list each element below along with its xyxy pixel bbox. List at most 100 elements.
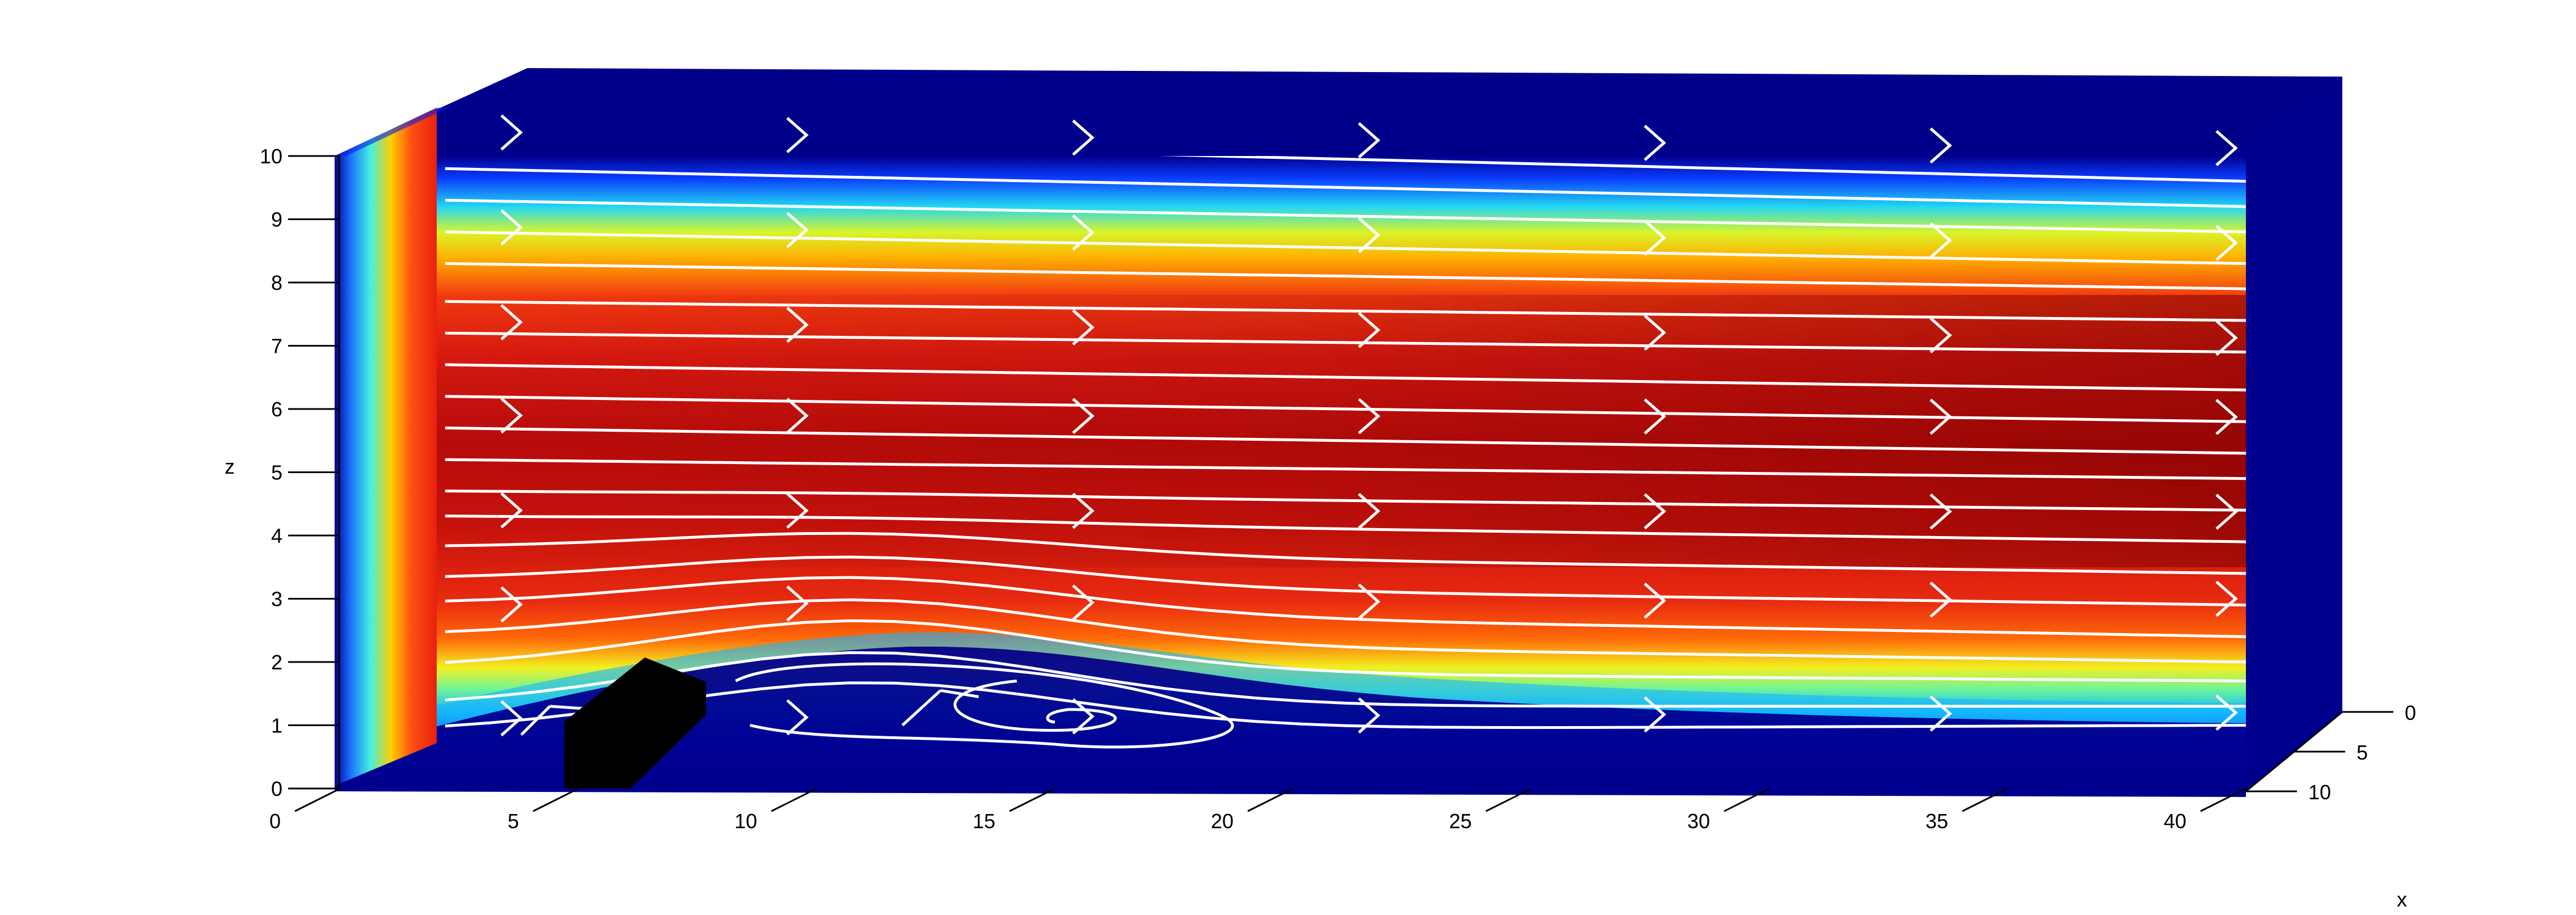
flow-arrow: [2215, 225, 2238, 262]
flow-arrow: [500, 397, 523, 434]
streamline: [445, 619, 2246, 682]
streamline: [445, 300, 2246, 322]
x-tick-label: 0: [269, 809, 281, 833]
streamline: [445, 262, 2246, 290]
x-tick-label: 40: [2164, 809, 2186, 833]
streamline: [445, 230, 2246, 265]
streamline: [445, 458, 2246, 480]
recirculation-zone: [520, 662, 1234, 749]
flow-arrow: [1358, 311, 1380, 348]
x-tick: [771, 787, 817, 812]
recirculation-streamline: [901, 689, 979, 727]
streamline: [445, 167, 2246, 208]
x-tick-label: 5: [508, 809, 519, 833]
streamline: [445, 395, 2246, 423]
flow-arrow: [1929, 317, 1952, 353]
x-tick: [1485, 787, 1532, 812]
flow-arrow: [1072, 119, 1095, 156]
flow-arrow: [1358, 493, 1380, 529]
streamline: [445, 331, 2246, 354]
streamline: [445, 426, 2246, 455]
flow-arrow: [1072, 492, 1095, 529]
flow-arrow: [1072, 398, 1095, 435]
streamline: [445, 598, 2246, 664]
near-wall-blue-region: [335, 646, 2246, 791]
flow-arrow: [2215, 130, 2238, 166]
flow-arrow: [1644, 398, 1666, 435]
x-tick-label: 20: [1211, 809, 1234, 833]
flow-arrow: [1644, 220, 1666, 256]
z-axis: 0 1 2 3 4 5 6 7 8 9 10: [260, 145, 340, 800]
flow-arrow: [1929, 127, 1952, 164]
z-tick-label: 9: [271, 208, 282, 231]
x-tick-label: 35: [1925, 809, 1948, 833]
flow-arrow: [1072, 309, 1095, 346]
streamline: [445, 363, 2246, 391]
x-tick: [533, 787, 579, 812]
z-tick-label: 0: [271, 777, 282, 800]
obstacle: [564, 657, 706, 788]
x-tick: [294, 787, 341, 812]
x-axis-label: x: [2397, 888, 2407, 911]
inlet-edge: [335, 108, 448, 156]
streamline: [445, 576, 2246, 638]
streamline: [445, 515, 2246, 543]
streamline: [445, 156, 2246, 183]
z-tick-label: 5: [271, 461, 282, 484]
flow-arrow: [2215, 494, 2238, 530]
z-tick-label: 10: [260, 145, 282, 168]
flow-arrow: [1358, 122, 1380, 159]
flow-arrow: [500, 700, 523, 737]
flow-arrow: [1929, 695, 1952, 732]
x-tick-label: 15: [973, 809, 995, 833]
recirculation-streamline: [734, 662, 1234, 749]
box-top-face: [335, 68, 2342, 156]
flow-arrow: [1644, 493, 1666, 530]
flow-arrow: [2215, 399, 2238, 435]
z-tick-label: 8: [271, 271, 282, 294]
flow-arrow: [786, 699, 809, 736]
flow-arrow: [500, 114, 523, 151]
flow-arrow: [1929, 581, 1952, 618]
x-tick-label: 10: [734, 809, 757, 833]
inlet-face: [335, 108, 437, 786]
obstacle-block: [564, 657, 706, 788]
flow-arrow: [2215, 694, 2238, 731]
flow-arrow: [500, 304, 523, 340]
x-tick: [1724, 787, 1770, 812]
streamline: [445, 681, 2246, 730]
streamline: [445, 532, 2246, 575]
x-tick-label: 25: [1449, 809, 1472, 833]
flow-arrow: [1358, 217, 1380, 254]
z-tick-label: 2: [271, 651, 282, 674]
flow-arrow: [1644, 314, 1666, 351]
flow-arrow: [1358, 398, 1380, 435]
flow-arrow: [1072, 698, 1095, 735]
z-tick-label: 1: [271, 714, 282, 737]
flow-arrow: [1644, 582, 1666, 619]
x-tick: [1009, 787, 1055, 812]
flow-arrow: [786, 492, 809, 529]
x-tick: [1247, 787, 1294, 812]
z-tick-label: 6: [271, 398, 282, 421]
flow-arrow: [1072, 584, 1095, 621]
y-tick-label: 10: [2308, 781, 2331, 804]
streamlines: [445, 156, 2246, 730]
flow-arrow: [786, 397, 809, 434]
x-tick: [2200, 787, 2246, 812]
x-tick-label: 30: [1687, 809, 1710, 833]
flow-arrow: [2215, 580, 2238, 617]
box-right-face: [2246, 77, 2342, 791]
flow-arrow: [786, 306, 809, 343]
flow-arrow: [1929, 222, 1952, 259]
recirculation-streamline: [953, 679, 1117, 732]
flow-arrow: [500, 209, 523, 246]
flow-arrow: [500, 492, 523, 529]
streamline: [445, 651, 2246, 708]
flow-arrow: [500, 586, 523, 623]
z-axis-label: z: [225, 455, 235, 478]
streamline: [445, 199, 2246, 234]
streamline: [445, 555, 2246, 607]
x-axis: 0 5 10 15 20 25 30 35 40: [269, 787, 2246, 833]
streamline-arrows: [500, 114, 2238, 737]
